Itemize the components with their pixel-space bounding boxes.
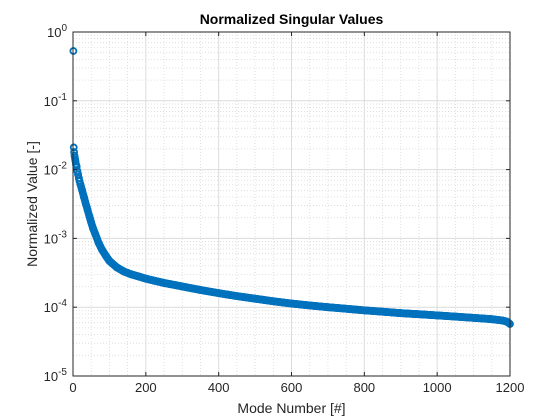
data-point xyxy=(469,313,478,322)
data-point xyxy=(178,282,187,291)
data-point xyxy=(269,297,278,306)
x-tick-label: 600 xyxy=(281,380,303,395)
data-point xyxy=(305,301,314,310)
x-tick-label: 800 xyxy=(353,380,375,395)
y-tick-label: 10-4 xyxy=(44,298,68,315)
data-point xyxy=(451,312,460,321)
data-point xyxy=(69,143,78,152)
x-tick-label: 200 xyxy=(135,380,157,395)
major-grid xyxy=(72,31,511,377)
y-tick-labels: 100 10-1 10-2 10-3 10-4 10-5 xyxy=(44,23,68,384)
data-point xyxy=(324,303,332,312)
data-point xyxy=(98,246,107,254)
x-tick-label: 0 xyxy=(69,380,76,395)
data-point xyxy=(360,306,369,315)
data-point xyxy=(94,238,103,247)
data-layer xyxy=(69,47,514,328)
data-point xyxy=(160,279,168,287)
data-point xyxy=(101,251,110,260)
y-tick-label: 10-2 xyxy=(44,161,68,178)
y-axis-label: Normalized Value [-] xyxy=(24,141,40,267)
x-tick-labels: 0 200 400 600 800 1000 1200 xyxy=(69,380,524,395)
data-point xyxy=(433,311,442,320)
data-point xyxy=(112,263,121,272)
data-point xyxy=(127,270,136,279)
data-series xyxy=(69,47,514,328)
data-point xyxy=(251,294,259,303)
data-point xyxy=(74,170,82,179)
data-point xyxy=(90,229,99,237)
data-point xyxy=(73,167,82,176)
data-point xyxy=(287,299,296,308)
y-tick-label: 10-3 xyxy=(44,229,68,246)
data-point xyxy=(232,292,241,300)
data-point xyxy=(396,309,405,318)
data-point xyxy=(487,315,496,324)
data-point xyxy=(171,281,179,289)
data-point xyxy=(378,307,387,316)
x-tick-label: 1200 xyxy=(496,380,525,395)
data-point xyxy=(415,310,423,319)
data-point xyxy=(80,193,88,201)
data-point xyxy=(134,272,143,281)
x-axis-label: Mode Number [#] xyxy=(237,400,345,416)
data-point xyxy=(214,289,223,298)
axis-ticks xyxy=(72,31,511,377)
x-tick-label: 400 xyxy=(208,380,230,395)
x-tick-label: 1000 xyxy=(423,380,452,395)
data-point xyxy=(196,286,205,294)
data-point xyxy=(342,304,351,313)
data-point xyxy=(78,186,87,195)
data-point xyxy=(105,257,114,265)
y-tick-label: 10-5 xyxy=(44,367,68,384)
y-tick-label: 100 xyxy=(47,23,67,40)
data-point xyxy=(149,276,158,285)
chart-title: Normalized Singular Values xyxy=(200,11,384,27)
data-point xyxy=(120,267,128,276)
y-tick-label: 10-1 xyxy=(44,92,68,109)
data-point xyxy=(141,274,150,283)
